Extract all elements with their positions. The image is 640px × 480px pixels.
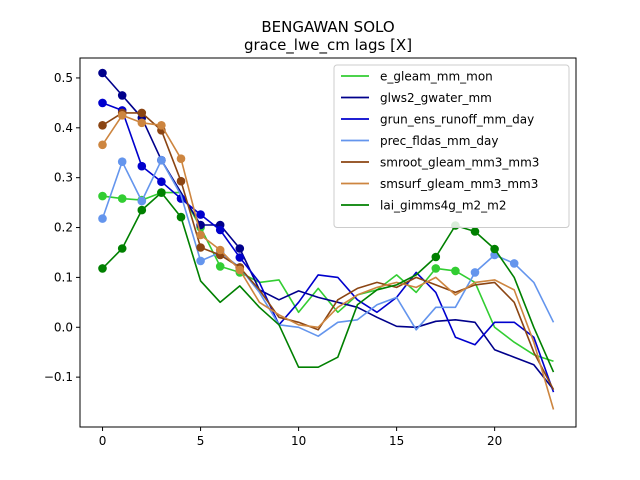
y-tick-label: 0.1: [54, 270, 73, 284]
ticks-layer: 0 5 10 15 20 −0.1 0.0 0.1 0.2 0.3 0.4 0.5: [44, 71, 502, 448]
legend-box: [333, 64, 570, 228]
y-tick-label: 0.3: [54, 171, 73, 185]
data-point: [490, 244, 499, 254]
data-point: [176, 154, 186, 163]
data-point: [98, 140, 107, 150]
data-point: [509, 259, 519, 268]
legend-label: glws2_gwater_mm: [380, 91, 492, 105]
data-point: [235, 244, 245, 253]
series-line: [101, 191, 555, 373]
data-point: [176, 176, 186, 186]
y-tick-label: 0.5: [54, 71, 73, 85]
series-line: [101, 159, 555, 338]
data-point: [98, 121, 107, 130]
data-point: [137, 118, 147, 128]
data-point: [157, 177, 166, 186]
data-point: [117, 111, 127, 120]
data-point: [117, 194, 127, 203]
data-point: [98, 98, 107, 108]
data-point: [451, 266, 460, 276]
series-line: [102, 112, 555, 390]
series-line: [102, 102, 555, 393]
data-point: [215, 225, 225, 235]
data-point: [98, 264, 107, 273]
series-smsurf_gleam_mm3_mm3: [98, 111, 555, 410]
data-point: [431, 252, 441, 262]
data-point: [137, 161, 147, 171]
x-tick-label: 20: [487, 434, 502, 448]
legend-label: e_gleam_mm_mon: [380, 70, 493, 84]
data-point: [117, 157, 127, 166]
data-point: [196, 243, 205, 252]
data-point: [98, 214, 107, 223]
x-tick-label: 0: [99, 434, 107, 448]
series-line: [101, 114, 555, 410]
data-point: [235, 253, 245, 262]
y-tick-label: −0.1: [44, 370, 73, 384]
data-point: [215, 245, 225, 255]
data-point: [196, 256, 205, 266]
legend: e_gleam_mm_mon glws2_gwater_mm grun_ens_ru…: [333, 64, 570, 228]
data-point: [117, 91, 127, 100]
data-point: [137, 196, 147, 206]
chart-subtitle: grace_lwe_cm lags [X]: [244, 36, 412, 55]
data-point: [98, 68, 107, 78]
data-point: [137, 108, 147, 118]
data-point: [431, 264, 441, 273]
data-point: [235, 265, 245, 275]
y-tick-label: 0.4: [54, 121, 73, 135]
chart-title: BENGAWAN SOLO: [261, 18, 394, 36]
x-tick-label: 10: [291, 434, 306, 448]
data-point: [137, 205, 147, 215]
plot-frame: [79, 57, 577, 428]
data-point: [176, 212, 186, 222]
data-point: [196, 230, 205, 240]
series-layer: [98, 68, 555, 410]
x-tick-label: 5: [197, 434, 205, 448]
data-point: [470, 227, 480, 236]
data-point: [117, 244, 127, 253]
data-point: [470, 268, 480, 277]
legend-label: prec_fldas_mm_day: [380, 134, 499, 148]
y-tick-label: 0.0: [54, 320, 73, 334]
data-point: [196, 210, 205, 219]
legend-label: grun_ens_runoff_mm_day: [380, 113, 534, 127]
data-point: [215, 262, 225, 271]
series-line: [101, 72, 555, 391]
data-point: [157, 188, 166, 197]
data-point: [157, 121, 166, 130]
legend-label: smsurf_gleam_mm3_mm3: [380, 177, 538, 191]
x-tick-label: 15: [389, 434, 404, 448]
series-prec_fldas_mm_day: [98, 155, 555, 338]
legend-label: lai_gimms4g_m2_m2: [380, 199, 507, 213]
data-point: [157, 155, 166, 165]
y-tick-label: 0.2: [54, 221, 73, 235]
legend-label: smroot_gleam_mm3_mm3: [380, 156, 539, 170]
data-point: [98, 191, 107, 201]
